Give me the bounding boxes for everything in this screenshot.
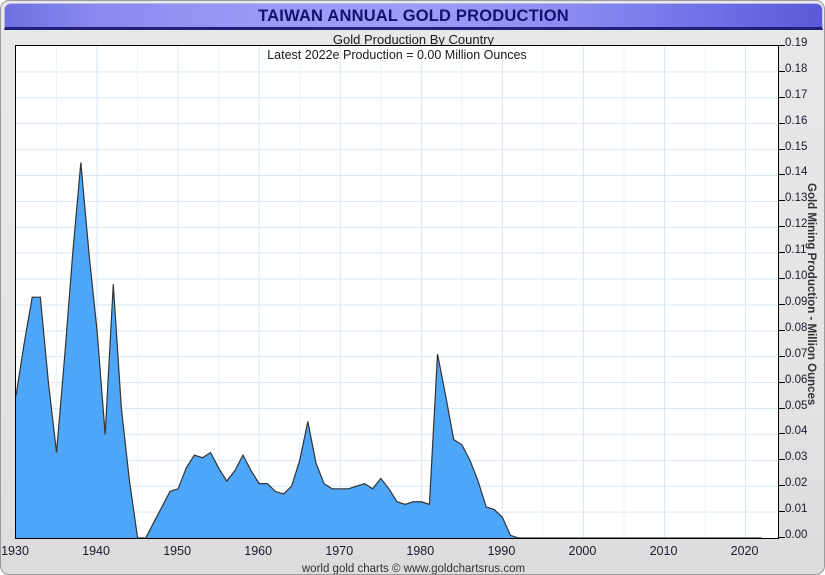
x-tick-label: 2020	[730, 544, 759, 558]
x-tick-label: 1930	[1, 544, 29, 558]
y-tick-mark	[779, 278, 785, 280]
y-tick-label: 0.17	[785, 88, 808, 101]
x-tick-label: 2000	[568, 544, 597, 558]
y-tick-mark	[779, 537, 785, 538]
x-tick-label: 1950	[163, 544, 192, 558]
production-line-series	[16, 162, 762, 538]
y-tick-mark	[779, 45, 785, 46]
y-tick-mark	[779, 459, 785, 461]
y-tick-mark	[779, 485, 785, 487]
y-tick-label: 0.13	[785, 192, 808, 205]
y-tick-label: 0.18	[785, 62, 808, 75]
x-tick-label: 1970	[325, 544, 354, 558]
y-tick-mark	[779, 511, 785, 513]
y-tick-label: 0.09	[785, 295, 808, 308]
y-tick-label: 0.04	[785, 425, 808, 438]
area-chart-svg	[16, 46, 778, 538]
y-tick-label: 0.07	[785, 347, 808, 360]
y-tick-mark	[779, 252, 785, 254]
y-tick-label: 0.19	[785, 37, 808, 49]
window-title-bar: TAIWAN ANNUAL GOLD PRODUCTION	[4, 3, 823, 30]
y-tick-label: 0.10	[785, 270, 808, 283]
y-tick-mark	[779, 407, 785, 409]
y-tick-label: 0.14	[785, 166, 808, 179]
y-tick-label: 0.16	[785, 114, 808, 127]
chart-subtitle: Gold Production By Country	[332, 32, 495, 47]
y-tick-label: 0.01	[785, 503, 808, 516]
y-tick-mark	[779, 433, 785, 435]
y-tick-mark	[779, 174, 785, 176]
y-tick-mark	[779, 226, 785, 228]
y-tick-label: 0.02	[785, 477, 808, 490]
y-tick-mark	[779, 381, 785, 383]
y-tick-label: 0.06	[785, 373, 808, 386]
y-tick-mark	[779, 355, 785, 357]
latest-production-note: Latest 2022e Production = 0.00 Million O…	[267, 48, 527, 62]
y-tick-label: 0.15	[785, 140, 808, 153]
y-tick-label: 0.05	[785, 399, 808, 412]
window-title: TAIWAN ANNUAL GOLD PRODUCTION	[258, 7, 569, 25]
y-tick-mark	[779, 122, 785, 124]
footer-credit: world gold charts © www.goldchartsrus.co…	[301, 563, 526, 575]
x-tick-label: 1980	[406, 544, 435, 558]
plot-area	[15, 45, 779, 539]
y-tick-mark	[779, 70, 785, 72]
y-tick-mark	[779, 148, 785, 150]
y-tick-label: 0.11	[785, 244, 807, 257]
y-tick-mark	[779, 329, 785, 331]
y-tick-mark	[779, 96, 785, 98]
y-tick-mark	[779, 200, 785, 202]
y-tick-label: 0.08	[785, 321, 808, 334]
gridlines	[16, 46, 778, 538]
y-tick-label: 0.00	[785, 529, 808, 541]
x-tick-label: 1940	[82, 544, 110, 558]
x-tick-label: 1960	[244, 544, 273, 558]
y-axis-label: Gold Mining Production - Million Ounces	[805, 183, 817, 406]
y-tick-label: 0.12	[785, 218, 808, 231]
x-tick-label: 1990	[487, 544, 516, 558]
y-tick-label: 0.03	[785, 451, 808, 464]
production-area-series	[16, 162, 762, 538]
y-tick-mark	[779, 303, 785, 305]
x-tick-label: 2010	[649, 544, 678, 558]
